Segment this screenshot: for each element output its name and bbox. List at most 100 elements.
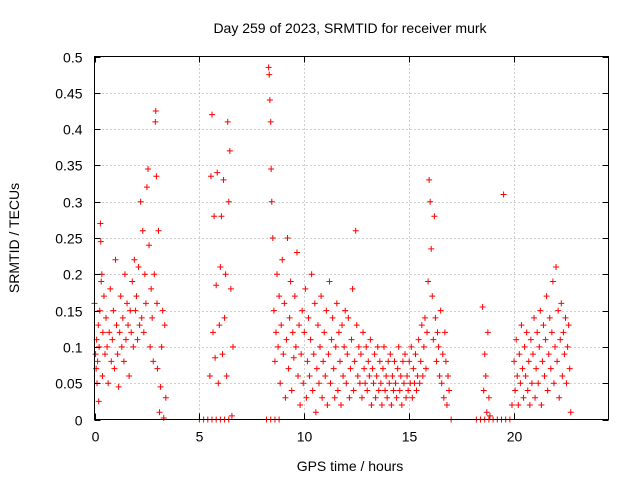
data-point [296, 322, 303, 329]
data-point [282, 394, 289, 401]
data-point [292, 343, 299, 350]
data-point [291, 293, 298, 300]
data-point [222, 271, 229, 278]
data-point [529, 351, 536, 358]
data-point [433, 358, 440, 365]
data-point [435, 343, 442, 350]
data-point [534, 329, 541, 336]
data-point [92, 351, 99, 358]
data-point [347, 365, 354, 372]
data-point [317, 343, 324, 350]
data-point [138, 314, 145, 321]
data-point [319, 394, 326, 401]
data-point [118, 343, 125, 350]
x-tick-label: 20 [507, 429, 523, 445]
data-point [147, 343, 154, 350]
data-point [332, 343, 339, 350]
data-point [424, 329, 431, 336]
data-point [324, 401, 331, 408]
data-point [98, 278, 105, 285]
data-point [321, 329, 328, 336]
y-tick-label: 0.1 [63, 340, 83, 356]
data-point [546, 314, 553, 321]
data-point [154, 365, 161, 372]
data-point [543, 293, 550, 300]
data-point [149, 314, 156, 321]
y-tick-label: 0 [75, 413, 83, 429]
data-point [555, 307, 562, 314]
data-point [547, 365, 554, 372]
data-point [553, 264, 560, 271]
data-point [127, 307, 134, 314]
data-point [295, 372, 302, 379]
data-point [432, 314, 439, 321]
data-point [158, 343, 165, 350]
data-point [228, 412, 235, 419]
data-point [410, 365, 417, 372]
data-point [107, 285, 114, 292]
y-tick-label: 0.4 [63, 122, 83, 138]
data-point [398, 401, 405, 408]
data-point [371, 351, 378, 358]
data-point [436, 372, 443, 379]
data-point [341, 343, 348, 350]
x-tick-label: 15 [402, 429, 418, 445]
data-point [517, 380, 524, 387]
data-point [297, 401, 304, 408]
data-point [322, 372, 329, 379]
data-point [124, 300, 131, 307]
data-point [310, 351, 317, 358]
data-point [412, 351, 419, 358]
data-point [393, 394, 400, 401]
data-point [425, 278, 432, 285]
data-point [338, 401, 345, 408]
data-point [552, 343, 559, 350]
data-point [377, 380, 384, 387]
data-point [355, 343, 362, 350]
data-point [527, 336, 534, 343]
data-point [116, 329, 123, 336]
data-point [379, 365, 386, 372]
data-point [281, 300, 288, 307]
data-point [111, 365, 118, 372]
data-point [361, 365, 368, 372]
data-point [382, 387, 389, 394]
data-point [306, 372, 313, 379]
data-point [368, 401, 375, 408]
data-point [320, 358, 327, 365]
data-point [372, 394, 379, 401]
data-point [374, 343, 381, 350]
data-point [403, 394, 410, 401]
data-point [128, 329, 135, 336]
data-point [482, 372, 489, 379]
data-point [95, 398, 102, 405]
data-point [366, 372, 373, 379]
data-point [419, 372, 426, 379]
data-point [154, 300, 161, 307]
data-point [365, 358, 372, 365]
data-point [443, 401, 450, 408]
data-point [105, 380, 112, 387]
y-tick-labels: 0 0.05 0.1 0.15 0.2 0.25 0.3 0.35 0.4 0.45 0.5 [55, 50, 82, 429]
data-point [271, 358, 278, 365]
data-point [391, 358, 398, 365]
data-point [218, 213, 225, 220]
data-point [276, 293, 283, 300]
data-point [113, 322, 120, 329]
data-point [137, 198, 144, 205]
data-point [272, 329, 279, 336]
data-point [558, 300, 565, 307]
data-point [515, 401, 522, 408]
data-point [114, 351, 121, 358]
data-point [514, 372, 521, 379]
data-point [364, 387, 371, 394]
data-point [108, 358, 115, 365]
data-point [522, 372, 529, 379]
data-point [140, 329, 147, 336]
data-point [378, 401, 385, 408]
data-point [300, 380, 307, 387]
y-tick-label: 0.5 [63, 50, 83, 66]
grid-lines [94, 56, 609, 420]
data-point [101, 351, 108, 358]
data-point [479, 303, 486, 310]
